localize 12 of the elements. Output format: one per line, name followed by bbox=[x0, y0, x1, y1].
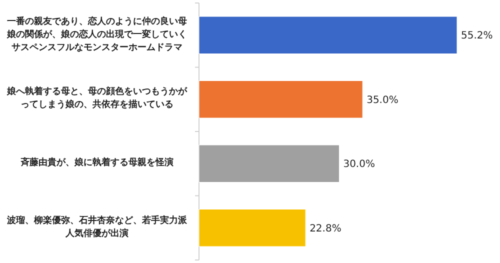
bar bbox=[198, 80, 363, 118]
data-label: 30.0% bbox=[343, 159, 375, 170]
y-tick-label: 娘へ執着する母と、母の顔色をいつもうかがってしまう娘の、共依存を描いている bbox=[6, 86, 188, 112]
bar bbox=[198, 208, 306, 247]
data-label: 22.8% bbox=[310, 223, 342, 234]
bar bbox=[198, 144, 340, 183]
y-tick-label: 波瑠、柳楽優弥、石井杏奈など、若手実力派人気俳優が出演 bbox=[6, 214, 188, 241]
y-tick-label: 斉藤由貴が、娘に執着する母親を怪演 bbox=[20, 157, 174, 170]
data-label: 55.2% bbox=[461, 30, 493, 42]
data-label: 35.0% bbox=[366, 94, 398, 106]
y-tick-label: 一番の親友であり、恋人のように仲の良い母娘の関係が、娘の恋人の出現で一変していくサスペンスフルなモンスターホームドラマ bbox=[6, 16, 188, 55]
bar bbox=[198, 16, 458, 54]
